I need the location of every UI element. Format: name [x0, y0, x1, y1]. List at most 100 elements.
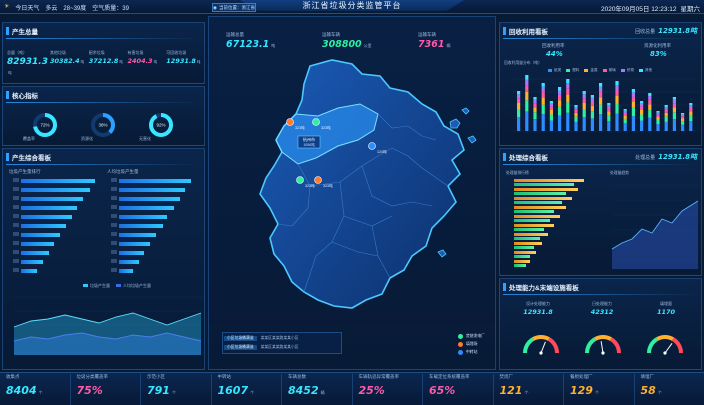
info-row[interactable]: 小区垃圾桶满溢 某某区某某路某某小区 [224, 343, 344, 352]
stacked-bar-segment [590, 105, 594, 112]
capacity-item: 设计处理能力 12931.8 [506, 301, 570, 321]
hbar [21, 260, 43, 264]
marker-value: 124吨 [377, 149, 387, 154]
process-bar-green [514, 191, 566, 195]
stacked-bar-segment [656, 124, 660, 131]
hbar-label [111, 196, 117, 200]
legend-swatch-icon [548, 69, 552, 72]
title-bar-icon [6, 153, 9, 161]
weather-desc: 多云 [45, 6, 58, 12]
process-bar-green [514, 263, 526, 267]
gauge-segment [585, 337, 597, 354]
recycle-legend-item: 其他 [638, 68, 652, 73]
ring-progress [149, 113, 173, 137]
process-area-line [611, 200, 699, 250]
stacked-bar-segment [664, 105, 668, 108]
stacked-bar-segment [525, 111, 529, 131]
map-province[interactable] [259, 59, 465, 309]
stacked-bar-segment [640, 103, 644, 107]
weather-icon: ☀ [4, 4, 10, 10]
page-title: 浙江省垃圾分类监管平台 [302, 1, 402, 10]
city-value: 1056吨 [303, 142, 315, 147]
stacked-bar-segment [533, 103, 537, 108]
recycle-chart-title: 回收利用量分布（吨） [504, 61, 542, 65]
stacked-bar-segment [656, 111, 660, 113]
stacked-bar-segment [623, 123, 627, 131]
bottom-stat: 填埋厂 58 个 [633, 374, 704, 405]
stacked-bar-segment [664, 116, 668, 122]
recycle-legend-item: 塑料 [566, 68, 579, 73]
ring-value: 72% [40, 123, 49, 128]
panel-process: 处理综合看板 处理总量 12931.8吨 处理量排行榜 处理量趋势 [499, 148, 702, 276]
title-underline [503, 38, 698, 39]
facility-marker[interactable] [314, 176, 322, 184]
stacked-bar-segment [615, 90, 619, 96]
weather-info: ☀ 今日天气 多云 28~39度 空气质量：39 [4, 3, 129, 12]
area-chart [13, 296, 202, 355]
location-button[interactable]: ◉ 当前位置：浙江省 [212, 3, 256, 12]
bottom-stat-value: 129 个 [570, 384, 599, 397]
facility-marker[interactable] [368, 142, 376, 150]
center-stat-value: 308800 公里 [322, 39, 372, 50]
process-bar-green [514, 254, 530, 258]
capacity-item: 日处理能力 42312 [570, 301, 634, 321]
gauge-pivot [539, 351, 543, 355]
stacked-bar-segment [574, 107, 578, 110]
process-bar-orange [514, 197, 572, 200]
hbar-chart-2 [111, 178, 201, 281]
legend-label: 焚烧发电厂 [466, 333, 485, 338]
output-item-label: 其他垃圾 [50, 50, 66, 55]
stacked-bar-segment [541, 104, 545, 115]
facility-marker[interactable] [312, 118, 320, 126]
hbar-label [13, 205, 19, 209]
process-chart1-title: 处理量排行榜 [506, 171, 529, 175]
process-bar-green [514, 245, 534, 249]
stacked-bar-segment [517, 94, 521, 99]
panel-title-capacity: 处理能力&末端设施看板 [503, 281, 579, 293]
output-item-label: 可回收垃圾 [166, 50, 187, 55]
legend-dot-icon [458, 333, 463, 339]
datetime: 2020年09月05日 12:23:12 星期六 [601, 3, 700, 13]
facility-marker[interactable] [296, 176, 304, 184]
legend-label: 玻璃 [608, 68, 616, 72]
stacked-bar-segment [541, 91, 545, 98]
info-text: 某某区某某路某某小区 [260, 336, 299, 340]
bottom-stat: 车载定位系统覆盖率 65% [422, 374, 493, 405]
stacked-bar-segment [574, 116, 578, 122]
unit-label: 个 [594, 390, 599, 395]
hbar [21, 197, 84, 201]
stacked-bar-segment [549, 120, 553, 131]
chart1-title: 垃圾产生量排行 [9, 169, 41, 174]
city-name: 杭州市 [303, 136, 315, 142]
stacked-bar-segment [574, 121, 578, 131]
temperature: 28~39度 [63, 6, 87, 12]
output-item-label: 有害垃圾 [127, 50, 144, 55]
unit-label: 个 [524, 390, 529, 395]
panel-recycle: 回收利用看板 回收总量 12931.8吨 回收利用率 44% 资源化利用率 83… [499, 22, 702, 146]
unit-label: 辆 [320, 390, 325, 395]
bottom-stat-label: 焚烧厂 [499, 374, 514, 379]
stacked-bar-segment [558, 115, 562, 131]
core-title: 核心指标 [12, 93, 38, 100]
stacked-bar-segment [640, 120, 644, 131]
city-tag[interactable] [297, 135, 321, 149]
facility-marker[interactable] [286, 118, 294, 126]
stacked-bar-segment [541, 97, 545, 105]
gauge-pivot [663, 351, 667, 355]
info-row[interactable]: 小区垃圾桶满溢 某某区某某路某某小区 [224, 334, 344, 343]
area-series-1 [14, 313, 201, 355]
bottom-stat-value: 1607 个 [217, 384, 255, 397]
bottom-stat: 中转站 1607 个 [210, 374, 282, 405]
hbar-label [13, 259, 19, 263]
datetime-text: 2020年09月05日 12:23:12 [600, 6, 677, 13]
stacked-bar-segment [656, 114, 660, 117]
stacked-bar-segment [648, 110, 652, 118]
hbar-label [13, 241, 19, 245]
stacked-bar-segment [615, 85, 619, 90]
hbar-label [13, 268, 19, 272]
gauge-pivot [601, 351, 605, 355]
unit-label: 吨 [80, 60, 85, 64]
map-region-hangzhou[interactable] [275, 103, 379, 165]
stacked-bar-segment [640, 114, 644, 121]
